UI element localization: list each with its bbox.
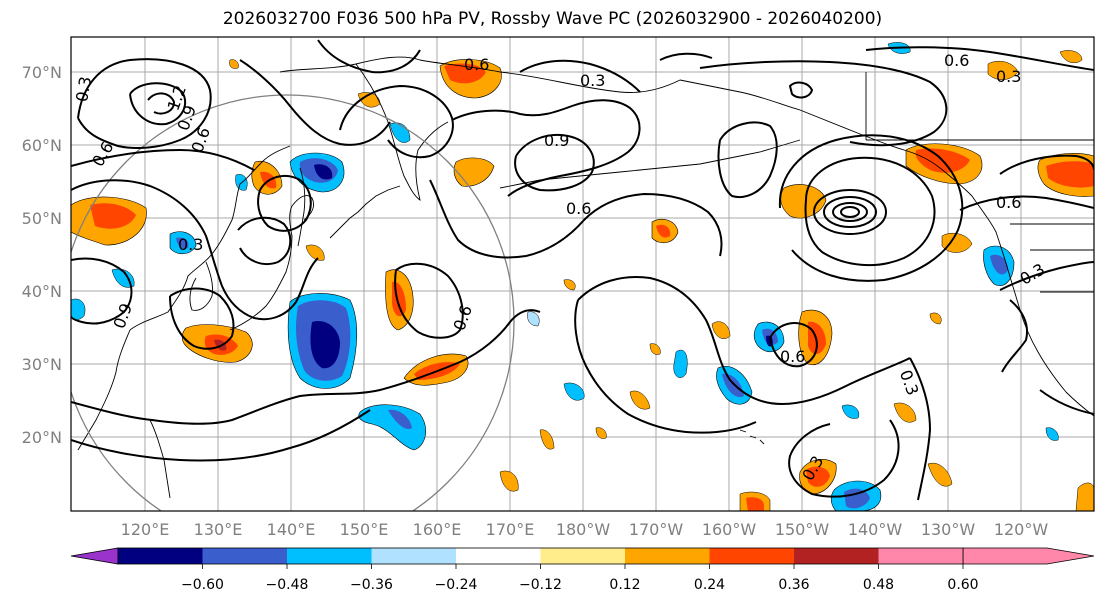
lon-label: 170°W (629, 520, 684, 539)
lon-label: 150°E (340, 520, 389, 539)
lat-label: 70°N (22, 63, 62, 82)
lon-label: 140°W (848, 520, 903, 539)
contour-label: 0.6 (944, 51, 969, 70)
longitude-labels: 120°E 130°E 140°E 150°E 160°E 170°E 180°… (121, 520, 1049, 539)
lon-label: 120°E (121, 520, 170, 539)
colorbar-segment (709, 548, 794, 564)
contour-label: 0.6 (780, 347, 805, 366)
lon-label: 130°W (921, 520, 976, 539)
colorbar: −0.60 −0.48 −0.36 −0.24 −0.12 0.12 0.24 … (70, 547, 1095, 593)
lon-label: 160°E (413, 520, 462, 539)
contour-label: 0.9 (544, 131, 569, 150)
colorbar-segment (456, 548, 541, 564)
colorbar-segment (878, 548, 963, 564)
lon-label: 150°W (775, 520, 830, 539)
contour-label: 0.6 (996, 193, 1021, 212)
colorbar-tick: 0.12 (609, 577, 640, 593)
colorbar-tick: 0.60 (947, 577, 978, 593)
lat-label: 50°N (22, 209, 62, 228)
colorbar-tick: −0.48 (266, 577, 309, 593)
colorbar-tick: 0.48 (863, 577, 894, 593)
lat-label: 40°N (22, 282, 62, 301)
map-title: 2026032700 F036 500 hPa PV, Rossby Wave … (222, 9, 883, 29)
colorbar-segment (202, 548, 287, 564)
contour-label: 0.3 (580, 71, 605, 90)
lat-label: 30°N (22, 355, 62, 374)
graticule (71, 37, 1094, 511)
colorbar-segment (287, 548, 372, 564)
colorbar-tick: −0.12 (519, 577, 562, 593)
contour-label: 0.3 (996, 67, 1021, 86)
contour-label: 0.3 (72, 75, 95, 103)
lon-label: 170°E (486, 520, 535, 539)
lon-label: 140°E (267, 520, 316, 539)
map-border (70, 36, 1095, 512)
lat-label: 60°N (22, 136, 62, 155)
latitude-labels: 70°N 60°N 50°N 40°N 30°N 20°N (22, 63, 62, 447)
colorbar-segment (118, 548, 203, 564)
lat-label: 20°N (22, 428, 62, 447)
lon-label: 120°W (994, 520, 1049, 539)
colorbar-extend-max (962, 547, 1095, 565)
colorbar-tick: 0.24 (694, 577, 725, 593)
colorbar-extend-min (70, 547, 119, 565)
colorbar-tick: −0.36 (350, 577, 393, 593)
colorbar-segment (371, 548, 456, 564)
lon-label: 160°W (702, 520, 757, 539)
colorbar-tick: 0.36 (778, 577, 809, 593)
contour-label: 0.6 (566, 199, 591, 218)
colorbar-segment (794, 548, 879, 564)
pv-anomaly-fills (71, 42, 1094, 511)
reference-circle (71, 94, 515, 511)
contour-label: 0.3 (178, 235, 203, 254)
colorbar-tick: −0.60 (181, 577, 224, 593)
lon-label: 130°E (194, 520, 243, 539)
pv-contours (71, 39, 1094, 501)
colorbar-tick: −0.24 (435, 577, 478, 593)
colorbar-segment (625, 548, 710, 564)
colorbar-segment (540, 548, 625, 564)
contour-label: 0.6 (464, 55, 489, 74)
contour-labels: 0.3 0.6 0.9 1.2 0.6 0.3 0.9 0.6 0.3 0.6 … (72, 51, 1048, 484)
lon-label: 180°W (556, 520, 611, 539)
